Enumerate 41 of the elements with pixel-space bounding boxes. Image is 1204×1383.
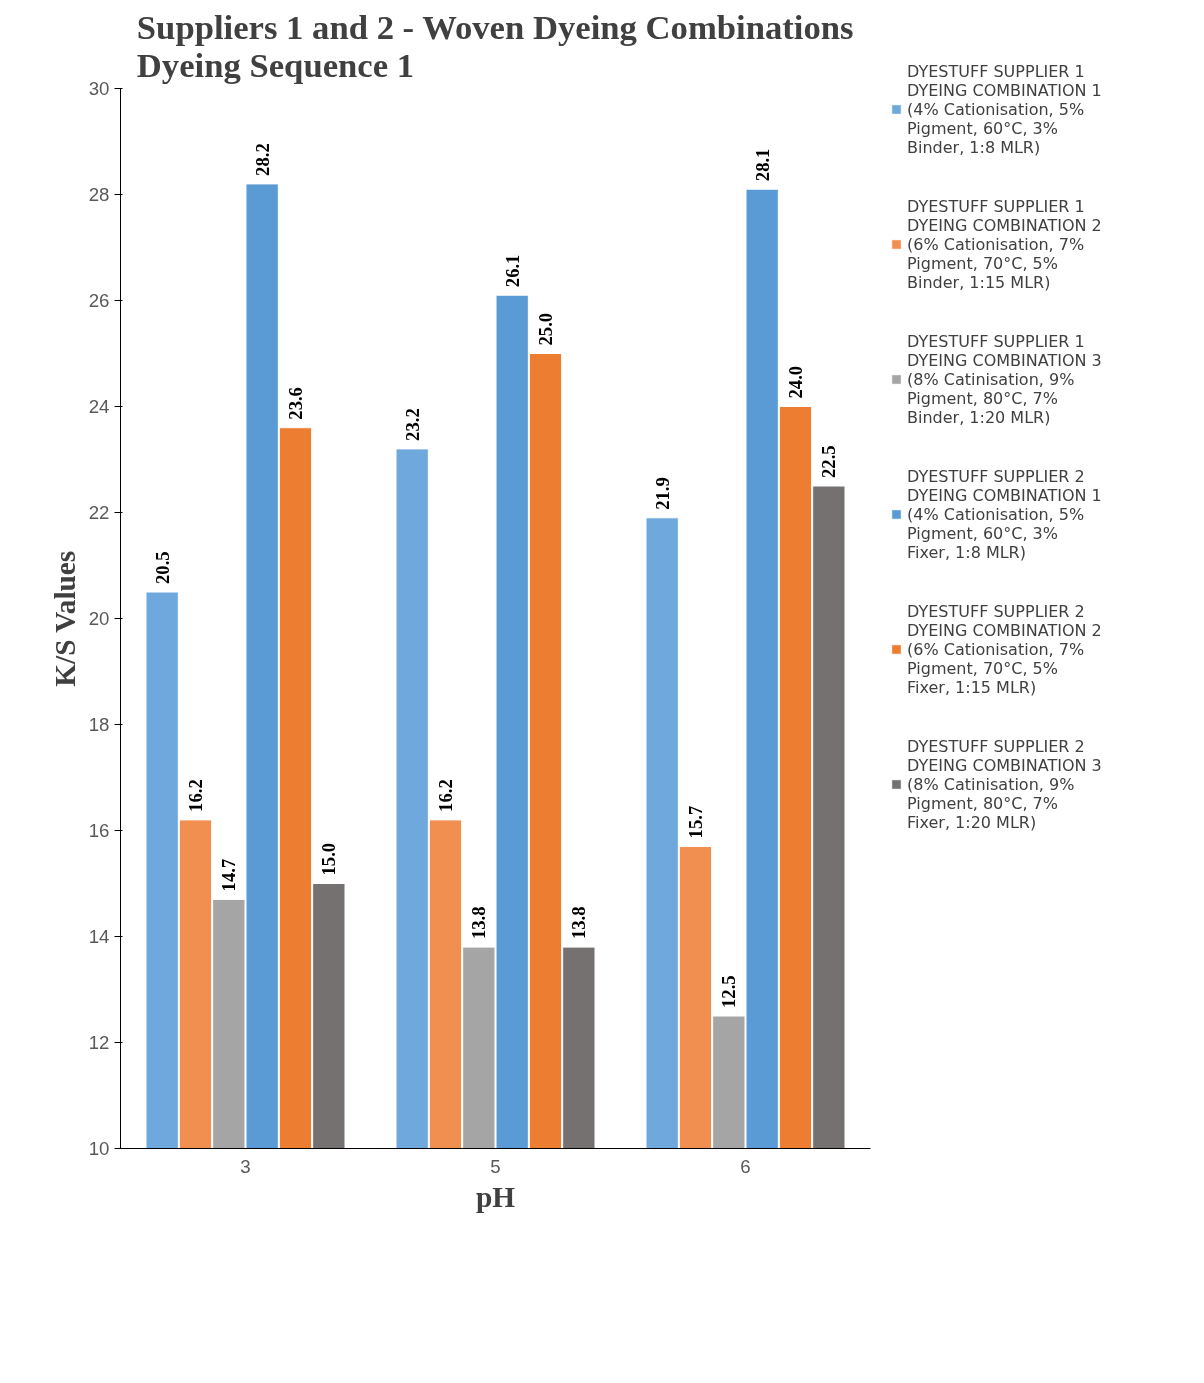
y-tick-label: 12	[88, 1032, 110, 1053]
y-tick-label: 18	[88, 714, 110, 735]
data-label: 16.2	[185, 779, 206, 812]
y-tick-label: 30	[88, 78, 110, 99]
x-tick-label: 3	[240, 1155, 251, 1177]
y-tick-label: 16	[88, 820, 110, 841]
legend-label: DYESTUFF SUPPLIER 1 DYEING COMBINATION 1 (4% Cationisation, 5% Pigment, 60°C, 3% Binder, 1:8 MLR)	[907, 61, 1102, 157]
legend-label: DYESTUFF SUPPLIER 2 DYEING COMBINATION 2 (6% Cationisation, 7% Pigment, 70°C, 5% Fixer, 1:15 MLR)	[907, 601, 1102, 697]
data-label: 15.7	[685, 805, 706, 839]
y-tick-label: 28	[88, 184, 110, 205]
data-label: 13.8	[468, 906, 490, 940]
y-tick-label: 26	[88, 290, 110, 311]
data-label: 14.7	[218, 858, 240, 892]
data-label: 16.2	[435, 779, 456, 812]
data-label: 23.6	[285, 387, 306, 420]
legend-label: DYESTUFF SUPPLIER 1 DYEING COMBINATION 2 (6% Cationisation, 7% Pigment, 70°C, 5% Binder, 1:15 MLR)	[907, 196, 1102, 292]
x-tick-label: 5	[490, 1155, 501, 1177]
data-label: 13.8	[568, 906, 590, 940]
data-label: 25.0	[535, 312, 556, 346]
y-tick-label: 24	[88, 396, 110, 417]
data-label: 28.1	[751, 148, 773, 182]
data-label: 20.5	[151, 551, 173, 584]
data-label: 23.2	[401, 408, 423, 441]
data-label: 15.0	[318, 842, 340, 876]
y-tick-label: 20	[88, 608, 110, 629]
y-tick-label: 10	[88, 1138, 110, 1159]
data-label: 12.5	[718, 975, 740, 1008]
x-axis-title: pH	[475, 1180, 516, 1213]
legend-label: DYESTUFF SUPPLIER 2 DYEING COMBINATION 1 (4% Cationisation, 5% Pigment, 60°C, 3% Fixer, 1:8 MLR)	[907, 466, 1102, 562]
legend-label: DYESTUFF SUPPLIER 2 DYEING COMBINATION 3 (8% Catinisation, 9% Pigment, 80°C, 7% Fixer, 1:20 MLR)	[907, 736, 1102, 832]
y-tick-label: 14	[88, 926, 110, 947]
y-tick-label: 22	[88, 502, 110, 523]
y-axis-title: K/S Values	[48, 550, 81, 687]
legend-label: DYESTUFF SUPPLIER 1 DYEING COMBINATION 3 (8% Catinisation, 9% Pigment, 80°C, 7% Binder, 1:20 MLR)	[907, 331, 1102, 427]
data-label: 28.2	[251, 143, 273, 176]
x-tick-label: 6	[740, 1155, 751, 1177]
data-label: 26.1	[501, 254, 523, 288]
data-label: 21.9	[651, 477, 673, 510]
chart-title: Suppliers 1 and 2 - Woven Dyeing Combinations Dyeing Sequence 1	[136, 7, 854, 84]
data-label: 24.0	[785, 365, 806, 399]
data-label: 22.5	[818, 445, 840, 478]
